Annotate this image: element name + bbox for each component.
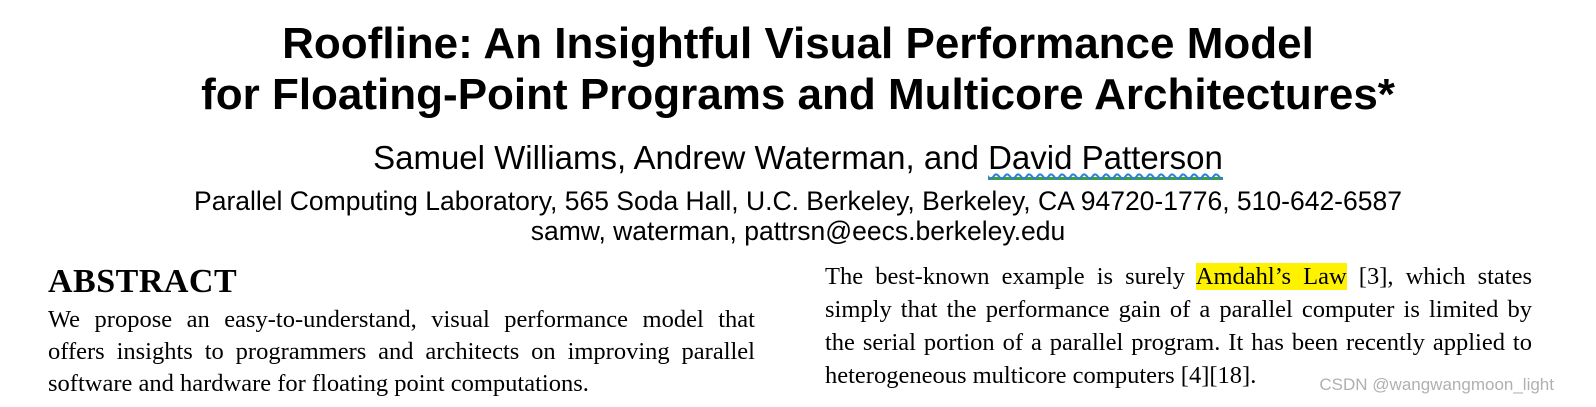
- title-line-2: for Floating-Point Programs and Multicor…: [201, 70, 1395, 119]
- abstract-text: We propose an easy-to-understand, visual…: [48, 306, 755, 397]
- author-names: Samuel Williams, Andrew Waterman, and: [373, 139, 989, 176]
- author-emails: samw, waterman, pattrsn@eecs.berkeley.ed…: [530, 216, 1066, 246]
- left-column: ABSTRACT We propose an easy-to-understan…: [48, 262, 755, 400]
- watermark: CSDN @wangwangmoon_light: [1319, 375, 1554, 394]
- paragraph-text-before: The best-known example is surely: [825, 263, 1196, 290]
- paragraph-text-after: [3], which states simply that the perfor…: [825, 263, 1533, 389]
- body-paragraph: The best-known example is surely Amdahl’…: [825, 260, 1532, 392]
- author-list: Samuel Williams, Andrew Waterman, and Da…: [0, 138, 1596, 180]
- title-line-1: Roofline: An Insightful Visual Performan…: [282, 19, 1314, 68]
- affiliation: Parallel Computing Laboratory, 565 Soda …: [194, 186, 1402, 216]
- paper-title: Roofline: An Insightful Visual Performan…: [0, 18, 1596, 120]
- right-column: The best-known example is surely Amdahl’…: [825, 260, 1532, 392]
- abstract-heading: ABSTRACT: [48, 263, 238, 300]
- flagged-author-name[interactable]: David Patterson: [988, 139, 1223, 180]
- highlighted-text[interactable]: Amdahl’s Law: [1195, 263, 1347, 290]
